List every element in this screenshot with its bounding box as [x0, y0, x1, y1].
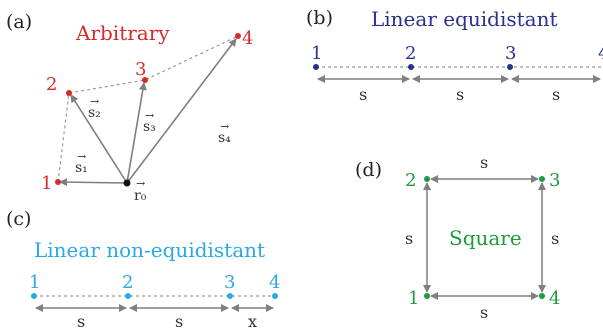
- vector-s1-label: s₁: [75, 160, 88, 176]
- origin-point: [123, 179, 131, 187]
- panel-a-point-2: [66, 90, 72, 96]
- panel-a-point-3: [142, 77, 148, 83]
- panel-b-point-1: [313, 64, 319, 70]
- panel-d-tag: (d): [355, 159, 382, 181]
- panel-d-side-label-top: s: [480, 153, 488, 172]
- panel-c-spacing-label-2: s: [175, 312, 183, 329]
- panel-d-label-3: 3: [549, 170, 560, 191]
- panel-a-point-1: [55, 179, 61, 185]
- panel-c-label-4: 4: [269, 272, 280, 293]
- panel-d-side-label-right: s: [551, 229, 559, 248]
- panel-a-label-3: 3: [135, 59, 146, 80]
- panel-c-tag: (c): [6, 208, 31, 230]
- panel-a-dashed-path: [57, 35, 239, 183]
- panel-d-label-2: 2: [405, 170, 416, 191]
- panel-b-spacing-label-1: s: [359, 85, 367, 104]
- panel-b-label-2: 2: [405, 43, 416, 64]
- panel-c-point-4: [272, 293, 278, 299]
- panel-c-spacing-label-3: x: [248, 312, 257, 329]
- panel-d-point-2: [424, 176, 430, 182]
- panel-b-spacing-label-2: s: [456, 85, 464, 104]
- panel-a-label-1: 1: [41, 173, 52, 194]
- panel-c: (c) Linear non-equidistant 1 2 3 4 s s x: [6, 208, 280, 329]
- vector-s2-arrow: [70, 94, 128, 184]
- panel-a-title: Arbitrary: [75, 21, 170, 45]
- vector-s4-accent: →: [220, 120, 229, 133]
- panel-c-spacing-label-1: s: [77, 312, 85, 329]
- vector-s2-accent: →: [90, 95, 99, 108]
- vector-s3-label: s₃: [143, 119, 156, 135]
- panel-d-point-1: [424, 293, 430, 299]
- panel-b-tag: (b): [306, 7, 333, 29]
- panel-d-title: Square: [449, 226, 522, 250]
- panel-a-point-4: [235, 33, 241, 39]
- panel-b-point-2: [408, 64, 414, 70]
- panel-c-label-1: 1: [29, 272, 40, 293]
- panel-d-side-label-left: s: [405, 229, 413, 248]
- panel-d-label-1: 1: [408, 288, 419, 309]
- origin-arrow-accent: →: [136, 177, 145, 190]
- panel-c-label-3: 3: [224, 272, 235, 293]
- panel-c-title: Linear non-equidistant: [34, 238, 265, 262]
- panel-b-point-3: [507, 64, 513, 70]
- vector-s4-label: s₄: [218, 130, 231, 146]
- panel-b-title: Linear equidistant: [371, 7, 558, 31]
- panel-b-label-3: 3: [505, 43, 516, 64]
- panel-d-label-4: 4: [549, 288, 560, 309]
- panel-d: (d) 1 2 3 4 Square s s s s: [355, 153, 560, 322]
- panel-d-side-label-bottom: s: [480, 303, 488, 322]
- panel-b-spacing-label-3: s: [552, 85, 560, 104]
- panel-d-point-4: [539, 293, 545, 299]
- panel-c-label-2: 2: [122, 272, 133, 293]
- origin-label: r₀: [134, 188, 147, 204]
- panel-a-label-2: 2: [46, 74, 57, 95]
- panel-c-point-1: [31, 293, 37, 299]
- panel-a-tag: (a): [6, 11, 32, 33]
- vector-s1-arrow: [59, 178, 128, 187]
- panel-b-label-4: 4: [598, 43, 603, 64]
- panel-c-point-2: [125, 293, 131, 299]
- vector-s3-accent: →: [145, 109, 154, 122]
- panel-b-label-1: 1: [311, 43, 322, 64]
- vector-s4-arrow: [126, 38, 237, 184]
- panel-d-point-3: [539, 176, 545, 182]
- panel-a-label-4: 4: [242, 28, 253, 49]
- panel-c-point-3: [227, 293, 233, 299]
- panel-a: (a) Arbitrary r₀ → 1 2 3 4 s₁ → s₂ → s₃ …: [6, 11, 253, 204]
- vector-s1-accent: →: [77, 150, 86, 163]
- panel-b: (b) Linear equidistant 1 2 3 4 s s s: [306, 7, 603, 104]
- vector-s3-arrow: [126, 82, 147, 184]
- vector-s2-label: s₂: [88, 105, 101, 121]
